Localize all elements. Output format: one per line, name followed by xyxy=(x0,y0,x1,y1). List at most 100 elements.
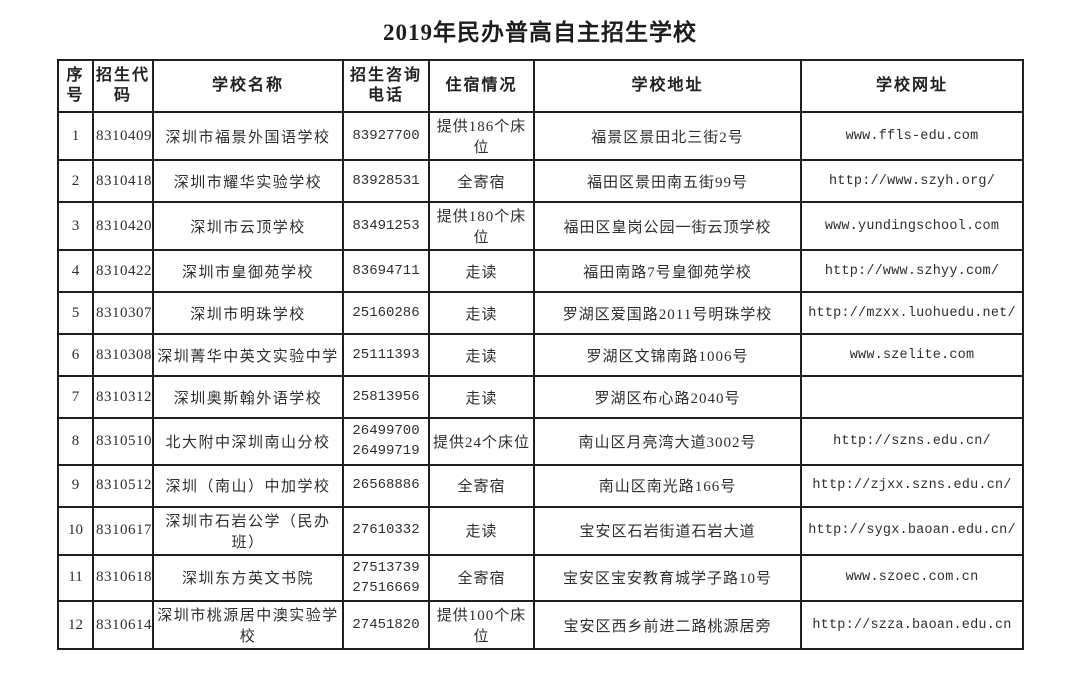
cell-website: www.ffls-edu.com xyxy=(800,111,1024,161)
cell-enroll-code: 8310308 xyxy=(92,333,154,377)
header-url: 学校网址 xyxy=(800,59,1024,113)
table-row: 1 8310409 深圳市福景外国语学校 83927700 提供186个床位 福… xyxy=(57,111,1024,161)
cell-row-number: 7 xyxy=(57,375,94,419)
cell-address: 罗湖区爱国路2011号明珠学校 xyxy=(533,291,802,335)
table-row: 8 8310510 北大附中深圳南山分校 26499700 26499719 提… xyxy=(57,417,1024,466)
cell-row-number: 4 xyxy=(57,249,94,293)
cell-phone: 27451820 xyxy=(342,600,430,651)
cell-website: http://www.szyh.org/ xyxy=(800,159,1024,203)
cell-enroll-code: 8310312 xyxy=(92,375,154,419)
cell-row-number: 1 xyxy=(57,111,94,161)
table-row: 2 8310418 深圳市耀华实验学校 83928531 全寄宿 福田区景田南五… xyxy=(57,159,1024,203)
cell-lodging: 提供24个床位 xyxy=(428,417,535,466)
cell-school-name: 深圳东方英文书院 xyxy=(152,553,344,603)
cell-school-name: 深圳菁华中英文实验中学 xyxy=(152,333,344,377)
cell-school-name: 深圳市福景外国语学校 xyxy=(152,111,344,161)
cell-school-name: 深圳市桃源居中澳实验学校 xyxy=(152,600,344,651)
cell-enroll-code: 8310418 xyxy=(92,159,154,203)
cell-phone: 26568886 xyxy=(342,463,430,508)
cell-lodging: 走读 xyxy=(428,291,535,335)
cell-website: www.szelite.com xyxy=(800,333,1024,377)
cell-lodging: 提供186个床位 xyxy=(428,111,535,161)
cell-address: 福田南路7号皇御苑学校 xyxy=(533,249,802,293)
cell-row-number: 10 xyxy=(57,505,94,556)
cell-phone: 25111393 xyxy=(342,333,430,377)
table-row: 6 8310308 深圳菁华中英文实验中学 25111393 走读 罗湖区文锦南… xyxy=(57,333,1024,377)
cell-enroll-code: 8310307 xyxy=(92,291,154,335)
table-header: 序号 招生代码 学校名称 招生咨询电话 住宿情况 学校地址 学校网址 xyxy=(57,59,1024,113)
table-row: 11 8310618 深圳东方英文书院 27513739 27516669 全寄… xyxy=(57,553,1024,603)
cell-website: http://szns.edu.cn/ xyxy=(800,417,1024,466)
table-row: 12 8310614 深圳市桃源居中澳实验学校 27451820 提供100个床… xyxy=(57,600,1024,651)
cell-lodging: 提供100个床位 xyxy=(428,600,535,651)
cell-school-name: 深圳市石岩公学（民办班） xyxy=(152,505,344,556)
cell-row-number: 12 xyxy=(57,600,94,651)
cell-lodging: 走读 xyxy=(428,333,535,377)
table-row: 9 8310512 深圳（南山）中加学校 26568886 全寄宿 南山区南光路… xyxy=(57,463,1024,508)
cell-row-number: 5 xyxy=(57,291,94,335)
cell-lodging: 提供180个床位 xyxy=(428,201,535,251)
cell-website: http://www.szhyy.com/ xyxy=(800,249,1024,293)
table-row: 7 8310312 深圳奥斯翰外语学校 25813956 走读 罗湖区布心路20… xyxy=(57,375,1024,419)
cell-website: http://szza.baoan.edu.cn xyxy=(800,600,1024,651)
cell-phone: 83928531 xyxy=(342,159,430,203)
cell-row-number: 6 xyxy=(57,333,94,377)
cell-row-number: 3 xyxy=(57,201,94,251)
cell-website: http://zjxx.szns.edu.cn/ xyxy=(800,463,1024,508)
table-row: 10 8310617 深圳市石岩公学（民办班） 27610332 走读 宝安区石… xyxy=(57,505,1024,556)
cell-address: 南山区月亮湾大道3002号 xyxy=(533,417,802,466)
cell-lodging: 走读 xyxy=(428,249,535,293)
cell-school-name: 深圳市皇御苑学校 xyxy=(152,249,344,293)
cell-phone: 83491253 xyxy=(342,201,430,251)
cell-school-name: 深圳市明珠学校 xyxy=(152,291,344,335)
cell-address: 罗湖区布心路2040号 xyxy=(533,375,802,419)
cell-phone: 83927700 xyxy=(342,111,430,161)
cell-address: 宝安区西乡前进二路桃源居旁 xyxy=(533,600,802,651)
cell-website: www.szoec.com.cn xyxy=(800,553,1024,603)
header-address: 学校地址 xyxy=(533,59,802,113)
cell-enroll-code: 8310617 xyxy=(92,505,154,556)
cell-website: http://mzxx.luohuedu.net/ xyxy=(800,291,1024,335)
header-lodging: 住宿情况 xyxy=(428,59,535,113)
cell-enroll-code: 8310420 xyxy=(92,201,154,251)
cell-lodging: 全寄宿 xyxy=(428,159,535,203)
cell-address: 罗湖区文锦南路1006号 xyxy=(533,333,802,377)
cell-row-number: 11 xyxy=(57,553,94,603)
cell-row-number: 8 xyxy=(57,417,94,466)
cell-school-name: 深圳市耀华实验学校 xyxy=(152,159,344,203)
header-no: 序号 xyxy=(57,59,94,113)
cell-school-name: 深圳奥斯翰外语学校 xyxy=(152,375,344,419)
header-code: 招生代码 xyxy=(92,59,154,113)
cell-school-name: 北大附中深圳南山分校 xyxy=(152,417,344,466)
cell-phone: 27513739 27516669 xyxy=(342,553,430,603)
cell-lodging: 走读 xyxy=(428,505,535,556)
cell-address: 福田区景田南五街99号 xyxy=(533,159,802,203)
cell-enroll-code: 8310510 xyxy=(92,417,154,466)
header-name: 学校名称 xyxy=(152,59,344,113)
cell-row-number: 9 xyxy=(57,463,94,508)
table-row: 3 8310420 深圳市云顶学校 83491253 提供180个床位 福田区皇… xyxy=(57,201,1024,251)
cell-enroll-code: 8310618 xyxy=(92,553,154,603)
cell-school-name: 深圳（南山）中加学校 xyxy=(152,463,344,508)
cell-row-number: 2 xyxy=(57,159,94,203)
cell-enroll-code: 8310614 xyxy=(92,600,154,651)
cell-lodging: 走读 xyxy=(428,375,535,419)
cell-website: http://sygx.baoan.edu.cn/ xyxy=(800,505,1024,556)
cell-phone: 26499700 26499719 xyxy=(342,417,430,466)
table-row: 4 8310422 深圳市皇御苑学校 83694711 走读 福田南路7号皇御苑… xyxy=(57,249,1024,293)
table-body: 1 8310409 深圳市福景外国语学校 83927700 提供186个床位 福… xyxy=(57,111,1024,651)
cell-address: 宝安区宝安教育城学子路10号 xyxy=(533,553,802,603)
cell-address: 南山区南光路166号 xyxy=(533,463,802,508)
cell-enroll-code: 8310512 xyxy=(92,463,154,508)
cell-address: 福田区皇岗公园一街云顶学校 xyxy=(533,201,802,251)
cell-lodging: 全寄宿 xyxy=(428,463,535,508)
cell-enroll-code: 8310409 xyxy=(92,111,154,161)
cell-lodging: 全寄宿 xyxy=(428,553,535,603)
cell-address: 福景区景田北三街2号 xyxy=(533,111,802,161)
cell-phone: 83694711 xyxy=(342,249,430,293)
cell-enroll-code: 8310422 xyxy=(92,249,154,293)
header-row: 序号 招生代码 学校名称 招生咨询电话 住宿情况 学校地址 学校网址 xyxy=(57,59,1024,113)
cell-website: www.yundingschool.com xyxy=(800,201,1024,251)
cell-address: 宝安区石岩街道石岩大道 xyxy=(533,505,802,556)
table-row: 5 8310307 深圳市明珠学校 25160286 走读 罗湖区爱国路2011… xyxy=(57,291,1024,335)
